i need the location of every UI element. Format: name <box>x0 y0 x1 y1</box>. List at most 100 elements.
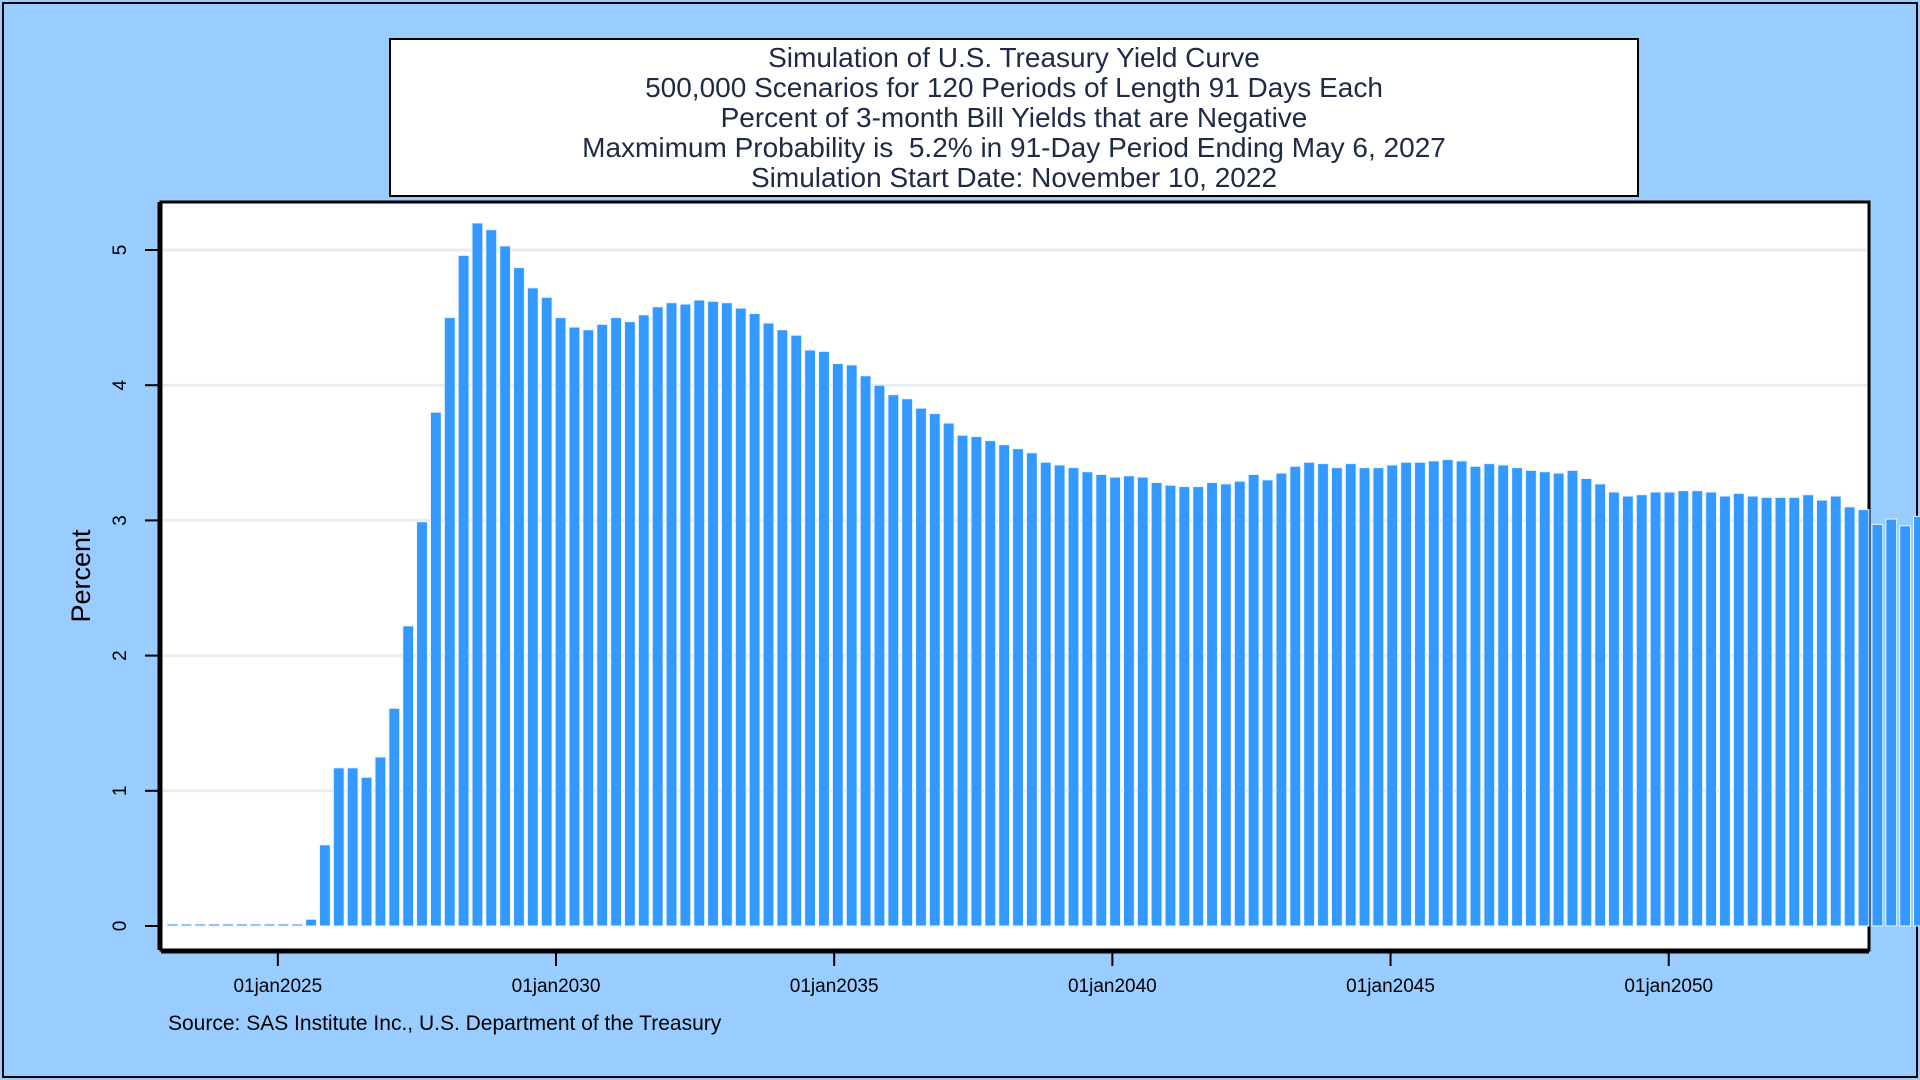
bar <box>596 323 609 927</box>
bar <box>1608 491 1620 927</box>
bar <box>235 923 248 927</box>
bar <box>388 707 401 927</box>
bar <box>831 363 844 927</box>
bar <box>1746 495 1759 927</box>
title-line-3: Percent of 3-month Bill Yields that are … <box>720 101 1308 133</box>
bar <box>1538 471 1551 927</box>
bar <box>1150 482 1163 927</box>
bar <box>1483 463 1496 927</box>
source-note: Source: SAS Institute Inc., U.S. Departm… <box>168 1012 722 1035</box>
bar <box>610 317 622 927</box>
bar <box>1649 491 1662 927</box>
bar <box>1732 492 1745 927</box>
bar <box>1635 494 1648 927</box>
bars <box>166 222 1920 927</box>
bar <box>1081 471 1094 927</box>
x-tick-label: 01jan2025 <box>233 976 322 997</box>
bar <box>1109 476 1122 927</box>
bar <box>1525 469 1537 927</box>
bar <box>1816 499 1828 927</box>
bar <box>776 329 789 927</box>
bar <box>471 222 484 927</box>
bar <box>1386 464 1399 927</box>
bar <box>1566 469 1579 927</box>
bar <box>1594 483 1607 927</box>
bar <box>1220 483 1232 927</box>
bar <box>540 296 553 927</box>
bar <box>679 303 692 927</box>
bar <box>1829 495 1842 927</box>
bar <box>1705 491 1717 927</box>
bar <box>1025 452 1038 927</box>
bar <box>1802 494 1815 927</box>
bar <box>1095 473 1108 927</box>
x-axis-ticks: 01jan2025 01jan2030 01jan2035 01jan2040 01ja… <box>233 952 1713 997</box>
bar <box>651 306 664 927</box>
bar <box>166 923 179 927</box>
chart-title-box: Simulation of U.S. Treasury Yield Curve … <box>389 38 1639 197</box>
bar <box>1760 496 1773 927</box>
bar <box>1719 495 1731 927</box>
title-line-4: Maxmimum Probability is 5.2% in 91-Day P… <box>582 131 1446 163</box>
bar <box>1663 491 1676 927</box>
bar <box>984 440 997 927</box>
bar <box>720 302 733 927</box>
bar <box>1192 486 1205 927</box>
y-tick-label: 1 <box>110 786 131 797</box>
title-line-5: Simulation Start Date: November 10, 2022 <box>750 161 1278 193</box>
bar <box>790 334 803 927</box>
bar <box>873 384 886 927</box>
bar <box>1178 486 1191 927</box>
bar <box>859 375 872 927</box>
bar <box>1289 465 1302 927</box>
bar <box>1871 523 1884 927</box>
bar <box>1053 464 1066 927</box>
bar <box>1497 464 1510 927</box>
bar <box>887 394 900 927</box>
bar <box>637 314 650 927</box>
bar <box>1552 472 1565 927</box>
y-tick-label: 4 <box>110 379 131 390</box>
bar <box>1621 495 1634 927</box>
bar <box>665 302 678 927</box>
bar <box>915 407 927 927</box>
bar <box>1843 506 1856 927</box>
bar <box>291 923 304 927</box>
y-tick-label: 2 <box>110 650 131 661</box>
bar <box>956 434 969 927</box>
bar <box>1317 463 1329 927</box>
bar <box>942 422 955 927</box>
bar <box>346 767 359 927</box>
bar <box>1677 490 1690 927</box>
bar <box>707 300 719 927</box>
bar <box>970 436 983 927</box>
bar <box>1400 461 1412 927</box>
bar <box>1441 459 1454 927</box>
bar <box>360 776 373 927</box>
bar <box>319 844 331 927</box>
bar <box>222 923 234 927</box>
bar <box>1455 460 1468 927</box>
x-tick-label: 01jan2050 <box>1624 976 1713 997</box>
x-tick-label: 01jan2045 <box>1346 976 1435 997</box>
bar <box>429 411 442 927</box>
bar <box>1580 477 1593 927</box>
bar <box>1511 467 1523 927</box>
bar <box>1275 472 1288 927</box>
bar <box>526 287 539 927</box>
bar <box>1885 518 1898 927</box>
title-line-2: 500,000 Scenarios for 120 Periods of Len… <box>645 71 1383 103</box>
bar <box>194 923 207 927</box>
x-tick-label: 01jan2030 <box>512 976 601 997</box>
bar <box>1913 515 1920 927</box>
bar <box>1774 496 1787 927</box>
bar <box>374 756 387 927</box>
bar <box>1136 476 1149 927</box>
bar <box>1206 482 1218 927</box>
y-axis-label: Percent <box>66 529 96 623</box>
bar <box>305 918 317 927</box>
bar <box>332 767 345 927</box>
bar <box>928 413 941 927</box>
bar <box>1012 448 1024 927</box>
